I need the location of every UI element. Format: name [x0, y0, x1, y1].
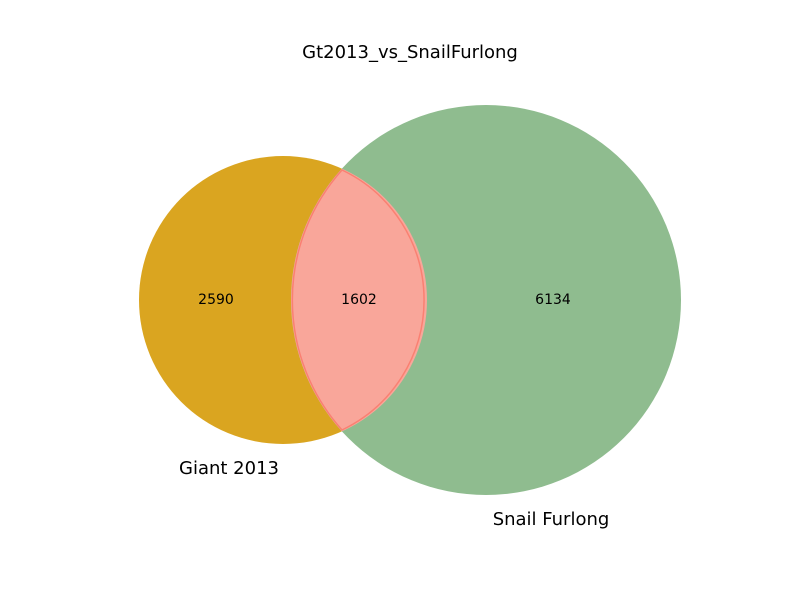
overlap-region [291, 156, 427, 444]
count-giant-2013-only: 2590 [198, 292, 234, 308]
overlap-outline [291, 169, 425, 431]
count-snail-furlong-only: 6134 [535, 292, 571, 308]
count-intersection: 1602 [341, 292, 377, 308]
set-label-giant-2013: Giant 2013 [179, 458, 279, 479]
set-label-snail-furlong: Snail Furlong [493, 509, 610, 530]
chart-title: Gt2013_vs_SnailFurlong [302, 42, 518, 63]
